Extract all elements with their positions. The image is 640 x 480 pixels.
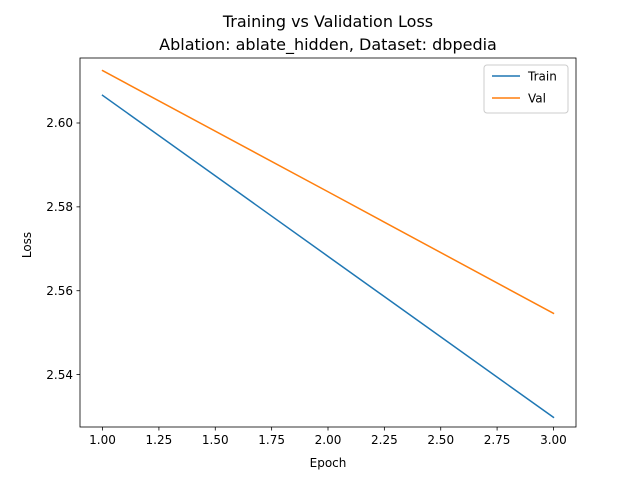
x-tick-label: 2.00 — [315, 433, 342, 447]
x-tick-label: 2.50 — [427, 433, 454, 447]
x-tick-label: 1.75 — [258, 433, 285, 447]
chart-title-line-2: Ablation: ablate_hidden, Dataset: dbpedi… — [159, 35, 497, 55]
legend: Train Val — [483, 64, 569, 114]
x-tick-label: 2.25 — [371, 433, 398, 447]
series-line-train — [101, 94, 555, 419]
legend-label-val: Val — [528, 92, 546, 106]
chart-title-line-1: Training vs Validation Loss — [222, 12, 433, 31]
x-tick-label: 1.50 — [202, 433, 229, 447]
y-tick-label: 2.54 — [46, 368, 73, 382]
y-tick-label: 2.56 — [46, 284, 73, 298]
legend-label-train: Train — [527, 70, 557, 84]
y-tick-label: 2.60 — [46, 116, 73, 130]
x-tick-label: 1.25 — [146, 433, 173, 447]
x-tick-label: 1.00 — [89, 433, 116, 447]
y-axis-label: Loss — [20, 232, 34, 258]
legend-box — [483, 64, 569, 114]
x-tick-label: 2.75 — [484, 433, 511, 447]
plot-area: 1.00 1.25 1.50 1.75 2.00 2.25 2.50 2.75 3.00 2.54… — [46, 57, 577, 447]
series-line-val — [101, 69, 555, 315]
x-tick-label: 3.00 — [540, 433, 567, 447]
y-tick-label: 2.58 — [46, 200, 73, 214]
x-axis-label: Epoch — [310, 456, 347, 470]
